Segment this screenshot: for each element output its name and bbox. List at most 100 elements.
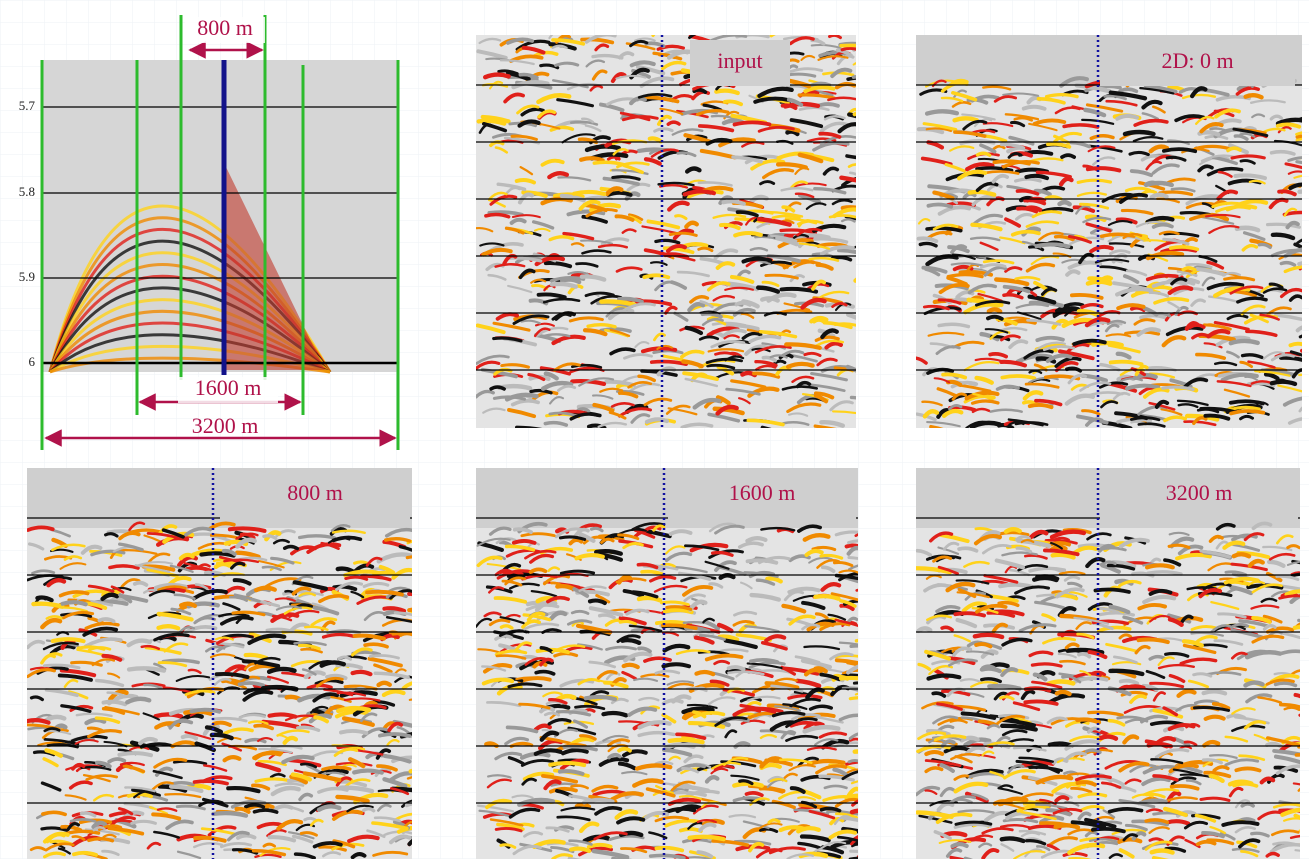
seismic-event [269, 714, 295, 716]
seismic-event [574, 192, 604, 194]
seismic-event [1048, 682, 1073, 684]
seismic-event [694, 90, 705, 92]
depth-label: 5.7 [19, 98, 36, 113]
seismic-event [927, 111, 957, 113]
seismic-event [1242, 804, 1253, 806]
seismic-event [586, 697, 615, 699]
seismic-event [552, 284, 576, 287]
seismic-event [1026, 176, 1047, 178]
seismic-event [27, 720, 48, 722]
seismic-event [670, 740, 703, 742]
seismic-event [1167, 821, 1188, 823]
seismic-event [1204, 691, 1226, 693]
seismic-event [341, 731, 366, 733]
seismic-event [690, 837, 724, 839]
seismic-event [1125, 132, 1153, 134]
seismic-event [135, 583, 147, 585]
seismic-panel: 3200 m [916, 468, 1309, 859]
seismic-event [724, 201, 744, 204]
seismic-event [762, 298, 777, 300]
seismic-event [571, 849, 589, 851]
seismic-event [1246, 95, 1262, 97]
seismic-event [183, 736, 196, 738]
seismic-event [955, 118, 977, 120]
seismic-event [246, 805, 264, 807]
seismic-panel: 800 m [27, 468, 441, 859]
seismic-event [716, 91, 737, 93]
seismic-event [735, 122, 770, 124]
seismic-event [663, 664, 689, 666]
panel-label: 2D: 0 m [1161, 48, 1233, 73]
seismic-event [1053, 555, 1074, 558]
seismic-event [952, 844, 966, 846]
seismic-event [514, 541, 535, 543]
seismic-event [665, 610, 692, 612]
seismic-event [590, 601, 605, 604]
panel-label: 1600 m [729, 480, 796, 505]
seismic-event [53, 639, 84, 641]
seismic-event [681, 829, 701, 831]
seismic-event [975, 635, 1002, 637]
seismic-event [815, 596, 838, 599]
depth-label: 6 [29, 354, 36, 369]
depth-label: 5.9 [19, 269, 35, 284]
seismic-event [608, 193, 630, 195]
seismic-event [581, 158, 603, 160]
seismic-event [970, 192, 995, 195]
seismic-event [238, 836, 255, 838]
seismic-event [926, 752, 942, 754]
seismic-event [1152, 850, 1173, 852]
seismic-event [1120, 89, 1136, 91]
seismic-event [550, 763, 584, 765]
seismic-panel: 2D: 0 m [916, 35, 1309, 432]
seismic-event [982, 669, 1000, 671]
seismic-event [156, 714, 181, 716]
seismic-event [1272, 382, 1295, 384]
seismic-event [1060, 202, 1070, 204]
aperture-label: 3200 m [192, 413, 259, 438]
depth-label: 5.8 [19, 184, 35, 199]
seismic-event [74, 853, 96, 855]
seismic-event [181, 604, 195, 606]
seismic-event [214, 723, 230, 725]
seismic-event [1002, 838, 1024, 841]
seismic-event [1024, 107, 1045, 109]
seismic-event [201, 553, 233, 555]
panel-image [916, 468, 1309, 859]
seismic-event [485, 75, 508, 78]
seismic-event [43, 812, 65, 814]
seismic-event [1231, 341, 1258, 343]
seismic-event [928, 204, 951, 206]
seismic-event [751, 660, 777, 662]
seismic-event [129, 668, 164, 670]
seismic-event [1006, 529, 1020, 531]
seismic-event [99, 619, 113, 621]
panel-label: 3200 m [1166, 480, 1233, 505]
seismic-event [737, 303, 750, 305]
seismic-event [1093, 343, 1121, 345]
figure: input2D: 0 m800 m1600 m3200 m5.75.85.968… [0, 0, 1309, 859]
seismic-event [1164, 149, 1195, 151]
seismic-event [192, 710, 220, 712]
seismic-event [158, 626, 178, 628]
seismic-event [256, 588, 275, 590]
seismic-event [1037, 244, 1069, 246]
seismic-event [988, 317, 1002, 319]
seismic-event [989, 309, 1000, 311]
seismic-event [354, 771, 382, 773]
seismic-event [596, 551, 621, 554]
seismic-event [1206, 717, 1224, 719]
seismic-event [1101, 736, 1116, 738]
panel-image [476, 28, 876, 434]
seismic-event [1147, 565, 1173, 567]
seismic-event [379, 683, 390, 685]
seismic-event [1237, 228, 1258, 230]
seismic-event [491, 387, 504, 389]
seismic-event [1146, 183, 1172, 185]
seismic-event [562, 280, 579, 282]
seismic-event [624, 665, 638, 667]
aperture-label: 800 m [197, 15, 253, 40]
panel-image [916, 35, 1309, 432]
seismic-event [1234, 554, 1249, 556]
seismic-event [1062, 155, 1074, 157]
